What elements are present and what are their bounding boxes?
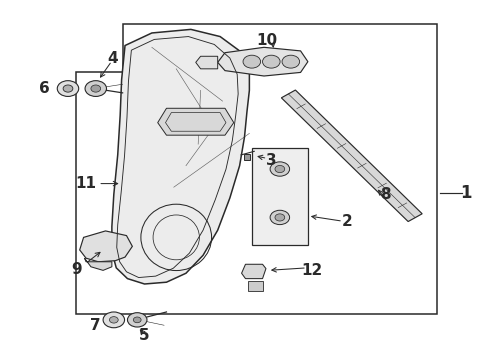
Circle shape bbox=[127, 313, 147, 327]
Polygon shape bbox=[241, 264, 265, 279]
Circle shape bbox=[262, 55, 280, 68]
Text: 11: 11 bbox=[75, 176, 96, 191]
Circle shape bbox=[85, 81, 106, 96]
Polygon shape bbox=[112, 30, 249, 284]
Text: 3: 3 bbox=[265, 153, 276, 168]
Circle shape bbox=[269, 210, 289, 225]
Text: 5: 5 bbox=[139, 328, 149, 343]
Polygon shape bbox=[281, 90, 421, 221]
Polygon shape bbox=[195, 56, 217, 69]
Circle shape bbox=[63, 85, 73, 92]
Text: 4: 4 bbox=[107, 50, 118, 66]
Text: 9: 9 bbox=[71, 262, 81, 277]
Text: 12: 12 bbox=[301, 263, 322, 278]
Bar bbox=[251, 148, 307, 244]
Circle shape bbox=[282, 55, 299, 68]
Circle shape bbox=[274, 166, 284, 172]
Polygon shape bbox=[217, 47, 307, 76]
Bar bbox=[247, 281, 262, 291]
Polygon shape bbox=[84, 258, 112, 270]
Circle shape bbox=[243, 55, 260, 68]
Text: 2: 2 bbox=[341, 214, 351, 229]
Circle shape bbox=[269, 162, 289, 176]
Text: 10: 10 bbox=[255, 33, 276, 48]
Circle shape bbox=[109, 317, 118, 323]
Circle shape bbox=[103, 312, 124, 328]
Text: 6: 6 bbox=[39, 81, 50, 96]
Polygon shape bbox=[80, 231, 132, 262]
Text: 7: 7 bbox=[90, 318, 101, 333]
Circle shape bbox=[57, 81, 79, 96]
Text: 8: 8 bbox=[380, 187, 390, 202]
Circle shape bbox=[133, 317, 141, 323]
Text: 1: 1 bbox=[460, 184, 471, 202]
Polygon shape bbox=[158, 108, 233, 135]
Circle shape bbox=[91, 85, 101, 92]
Circle shape bbox=[274, 214, 284, 221]
